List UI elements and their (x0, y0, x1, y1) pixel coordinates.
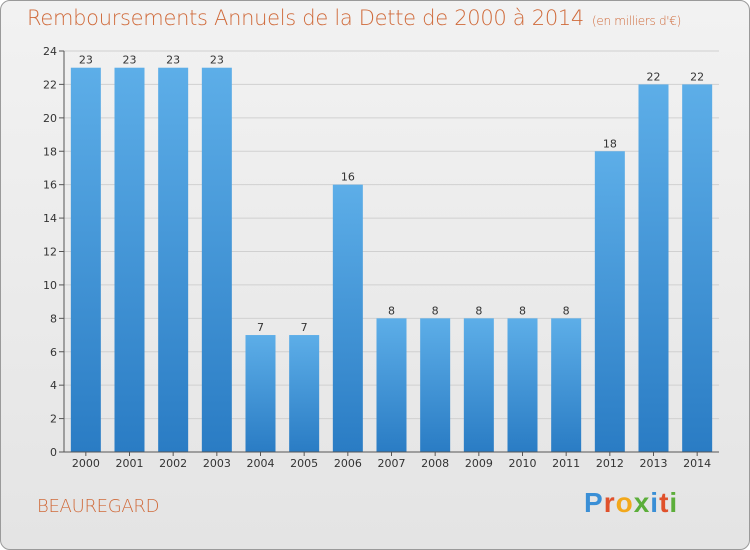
x-tick-label: 2003 (203, 457, 231, 470)
x-tick-label: 2012 (596, 457, 624, 470)
y-tick-label: 14 (43, 212, 57, 225)
bar (289, 335, 320, 452)
bar (70, 67, 101, 452)
bar-value-label: 23 (123, 54, 137, 67)
bar (420, 318, 451, 452)
bar-value-label: 23 (166, 54, 180, 67)
x-tick-label: 2011 (552, 457, 580, 470)
logo-letter: i (650, 487, 660, 518)
x-tick-label: 2010 (509, 457, 537, 470)
y-tick-label: 20 (43, 112, 57, 125)
y-tick-label: 8 (50, 312, 57, 325)
y-tick-label: 4 (50, 379, 57, 392)
x-tick-label: 2001 (116, 457, 144, 470)
y-tick-label: 2 (50, 413, 57, 426)
bar (245, 335, 276, 452)
y-tick-label: 16 (43, 179, 57, 192)
bar-value-label: 22 (690, 70, 704, 83)
x-tick-label: 2000 (72, 457, 100, 470)
commune-name: BEAUREGARD (37, 496, 160, 517)
bar-value-label: 22 (647, 70, 661, 83)
bar-value-label: 7 (301, 321, 308, 334)
bar-value-label: 8 (388, 304, 395, 317)
x-tick-label: 2014 (683, 457, 711, 470)
bar-value-label: 16 (341, 171, 355, 184)
bar-value-label: 8 (475, 304, 482, 317)
chart-title: Remboursements Annuels de la Dette de 20… (27, 6, 682, 30)
y-tick-label: 0 (50, 446, 57, 459)
x-tick-label: 2004 (247, 457, 275, 470)
bar (682, 84, 713, 453)
bar-value-label: 23 (210, 54, 224, 67)
logo-letter: o (615, 487, 634, 518)
bar (376, 318, 407, 452)
bar-value-label: 8 (432, 304, 439, 317)
logo-letter: t (659, 487, 670, 518)
proxiti-logo: Proxiti (584, 487, 678, 519)
bar (638, 84, 669, 453)
x-tick-label: 2013 (640, 457, 668, 470)
logo-letter: i (669, 487, 679, 518)
x-tick-label: 2002 (159, 457, 187, 470)
x-tick-label: 2006 (334, 457, 362, 470)
x-tick-label: 2007 (378, 457, 406, 470)
bar (158, 67, 189, 452)
bar (551, 318, 582, 452)
bar (332, 184, 363, 452)
bar (114, 67, 145, 452)
bar-value-label: 8 (563, 304, 570, 317)
y-tick-label: 12 (43, 246, 57, 259)
bar-value-label: 8 (519, 304, 526, 317)
y-tick-label: 10 (43, 279, 57, 292)
bar (594, 151, 625, 452)
bar-value-label: 23 (79, 54, 93, 67)
bar (463, 318, 494, 452)
x-tick-label: 2008 (421, 457, 449, 470)
logo-letter: x (633, 487, 651, 518)
y-tick-label: 24 (43, 45, 57, 58)
y-tick-label: 18 (43, 145, 57, 158)
logo-letter: r (603, 487, 616, 518)
x-tick-label: 2005 (290, 457, 318, 470)
bar-value-label: 7 (257, 321, 264, 334)
x-tick-label: 2009 (465, 457, 493, 470)
chart-subtitle: (en milliers d'€) (592, 14, 682, 28)
bar (507, 318, 538, 452)
logo-letter: P (584, 487, 604, 518)
bar (201, 67, 232, 452)
y-tick-label: 22 (43, 78, 57, 91)
y-tick-label: 6 (50, 346, 57, 359)
bar-value-label: 18 (603, 137, 617, 150)
